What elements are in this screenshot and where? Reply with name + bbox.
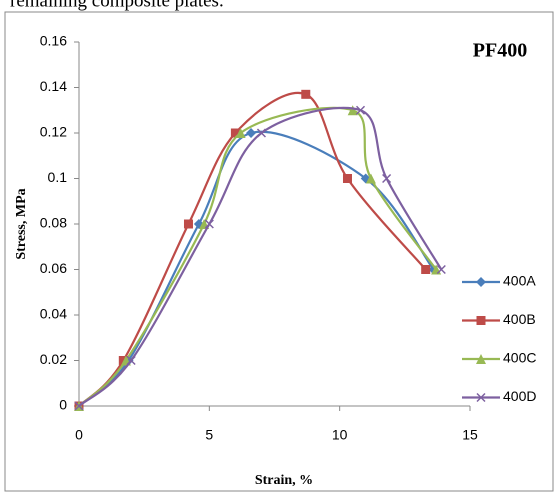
chart-frame — [4, 11, 554, 492]
data-point — [365, 173, 376, 184]
data-point — [123, 355, 134, 366]
y-tick-label: 0.12 — [40, 124, 67, 140]
data-point — [235, 128, 246, 138]
data-point — [246, 128, 257, 138]
data-point — [256, 128, 266, 138]
data-point — [126, 355, 136, 366]
legend-label: 400C — [503, 350, 536, 366]
data-point — [183, 219, 193, 229]
y-tick-label: 0.1 — [48, 169, 68, 185]
data-point — [74, 401, 84, 411]
legend-label: 400B — [503, 311, 536, 327]
data-point — [347, 105, 358, 116]
x-tick-label: 0 — [75, 427, 83, 443]
x-tick-label: 5 — [205, 427, 213, 443]
data-point — [421, 265, 431, 274]
chart-title: PF400 — [473, 40, 527, 62]
data-point — [118, 356, 128, 365]
y-tick-label: 0.02 — [40, 351, 67, 367]
y-tick-label: 0 — [59, 397, 67, 413]
y-tick-label: 0.16 — [40, 33, 67, 49]
data-point — [355, 105, 366, 115]
data-point — [230, 128, 240, 138]
x-tick-label: 15 — [462, 427, 478, 443]
y-tick-label: 0.06 — [40, 260, 67, 276]
x-tick-label: 10 — [332, 427, 348, 443]
data-point — [436, 264, 446, 275]
data-point — [382, 173, 392, 184]
y-tick-label: 0.04 — [40, 306, 67, 322]
x-axis-label: Strain, % — [255, 473, 313, 488]
legend-label: 400A — [503, 273, 536, 289]
series-line — [78, 130, 435, 407]
page-text: remaining composite plates. — [10, 0, 224, 11]
legend-label: 400D — [503, 388, 536, 404]
series-line — [78, 106, 443, 407]
legend-marker — [476, 316, 486, 325]
y-axis-label: Stress, MPa — [14, 188, 29, 259]
legend-marker — [476, 354, 486, 364]
y-tick-label: 0.08 — [40, 215, 67, 231]
legend-marker — [476, 277, 486, 287]
data-point — [301, 89, 311, 99]
data-point — [204, 219, 214, 229]
legend-marker — [476, 392, 486, 403]
y-tick-label: 0.14 — [40, 78, 67, 94]
data-point — [342, 174, 352, 183]
